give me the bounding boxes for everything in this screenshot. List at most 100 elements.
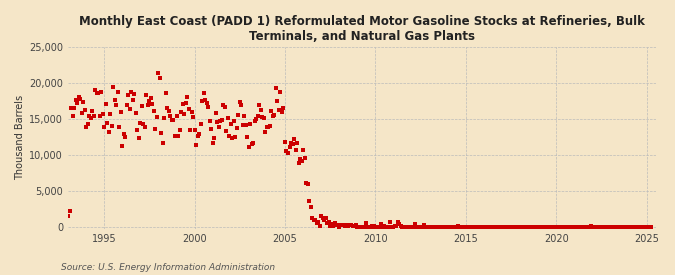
Point xyxy=(251,117,262,121)
Point xyxy=(174,128,185,133)
Point xyxy=(224,134,235,139)
Point xyxy=(612,225,623,229)
Point xyxy=(605,225,616,229)
Point xyxy=(388,225,399,229)
Point xyxy=(227,136,238,141)
Point xyxy=(551,225,562,229)
Point xyxy=(560,225,570,229)
Point xyxy=(607,225,618,229)
Point xyxy=(209,136,219,141)
Point xyxy=(542,225,553,229)
Point xyxy=(634,225,645,229)
Point xyxy=(370,225,381,229)
Point xyxy=(236,103,246,108)
Point xyxy=(299,156,310,161)
Point xyxy=(189,127,200,132)
Y-axis label: Thousand Barrels: Thousand Barrels xyxy=(15,95,25,180)
Point xyxy=(629,225,640,229)
Point xyxy=(426,225,437,229)
Point xyxy=(111,103,122,108)
Point xyxy=(622,225,632,229)
Point xyxy=(281,149,292,153)
Point xyxy=(438,225,449,229)
Point xyxy=(391,224,402,229)
Point xyxy=(414,225,425,229)
Point xyxy=(250,119,261,123)
Point xyxy=(640,225,651,229)
Point xyxy=(643,225,653,229)
Point xyxy=(581,225,592,229)
Point xyxy=(267,114,278,119)
Point xyxy=(435,225,446,229)
Point xyxy=(225,122,236,126)
Point xyxy=(289,137,300,141)
Point xyxy=(259,116,269,120)
Point xyxy=(191,143,202,147)
Point xyxy=(194,132,205,137)
Point xyxy=(252,114,263,118)
Point xyxy=(159,116,170,120)
Point xyxy=(157,141,168,145)
Point xyxy=(84,113,95,118)
Point xyxy=(290,147,301,152)
Point xyxy=(587,225,598,229)
Point xyxy=(427,225,438,229)
Point xyxy=(531,225,542,229)
Point xyxy=(117,144,128,148)
Point xyxy=(124,106,135,111)
Point xyxy=(128,98,138,102)
Point xyxy=(130,111,141,115)
Point xyxy=(638,225,649,229)
Point xyxy=(298,148,308,153)
Point xyxy=(216,117,227,122)
Point xyxy=(316,214,327,219)
Point xyxy=(64,208,75,213)
Point xyxy=(558,225,569,229)
Point xyxy=(292,141,302,145)
Point xyxy=(177,102,188,106)
Point xyxy=(85,116,96,120)
Point xyxy=(632,225,643,229)
Point xyxy=(112,90,123,95)
Point xyxy=(420,224,431,229)
Point xyxy=(591,225,602,229)
Point xyxy=(518,225,529,229)
Point xyxy=(563,225,574,229)
Point xyxy=(450,225,460,229)
Point xyxy=(603,225,614,229)
Point xyxy=(144,99,155,103)
Point xyxy=(501,225,512,229)
Point xyxy=(103,130,114,134)
Point xyxy=(589,225,599,229)
Point xyxy=(452,225,462,229)
Point xyxy=(524,225,535,229)
Point xyxy=(305,205,316,209)
Point xyxy=(385,220,396,225)
Point xyxy=(165,114,176,119)
Text: Source: U.S. Energy Information Administration: Source: U.S. Energy Information Administ… xyxy=(61,263,275,272)
Point xyxy=(293,160,304,165)
Point xyxy=(429,225,439,229)
Point xyxy=(109,98,120,102)
Point xyxy=(477,225,488,229)
Point xyxy=(278,106,289,111)
Point xyxy=(115,110,126,114)
Point xyxy=(213,125,224,129)
Point xyxy=(326,222,337,227)
Point xyxy=(464,225,475,229)
Point xyxy=(340,224,350,229)
Point xyxy=(206,127,217,131)
Point xyxy=(436,225,447,229)
Point xyxy=(201,101,212,105)
Point xyxy=(447,225,458,229)
Point xyxy=(173,134,184,139)
Point xyxy=(239,114,250,119)
Point xyxy=(500,225,510,229)
Point xyxy=(81,125,92,129)
Point xyxy=(142,103,153,107)
Point xyxy=(415,225,426,229)
Point xyxy=(556,225,566,229)
Point xyxy=(146,95,157,100)
Point xyxy=(486,225,497,229)
Point xyxy=(487,225,498,229)
